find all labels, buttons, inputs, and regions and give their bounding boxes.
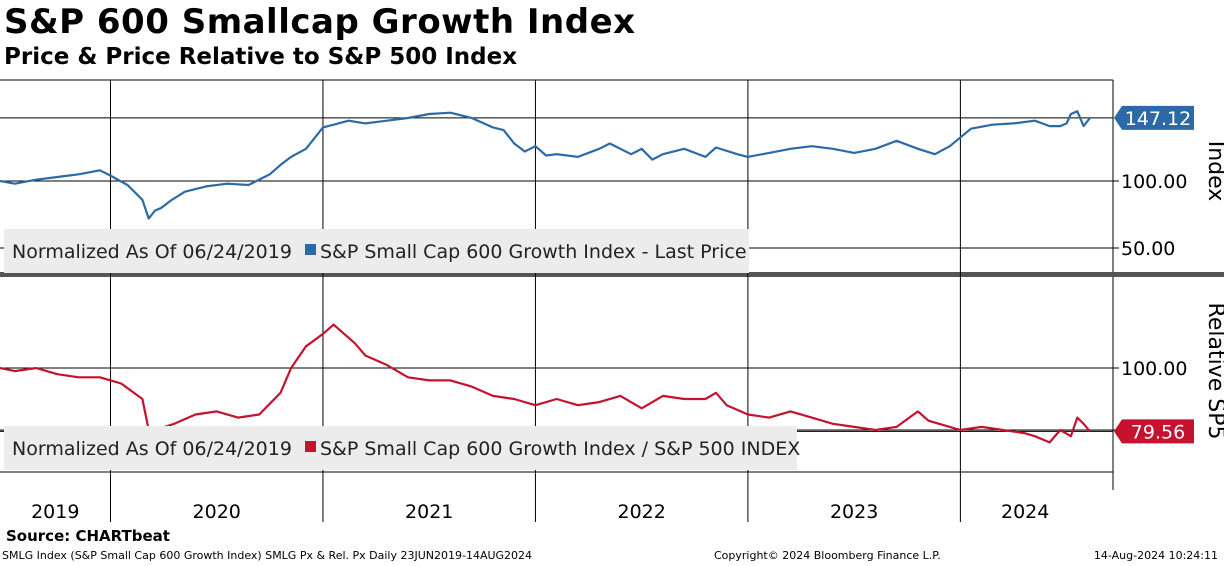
legend-box [4, 426, 797, 470]
x-tick-label-year: 2022 [617, 501, 665, 523]
last-value-label: 79.56 [1131, 421, 1185, 443]
footer-timestamp: 14-Aug-2024 10:24:11 [1093, 549, 1218, 562]
chart-title: S&P 600 Smallcap Growth Index [4, 2, 636, 42]
x-tick-label-year: 2023 [830, 501, 878, 523]
x-tick-label-year: 2021 [405, 501, 453, 523]
y-tick-label: 100.00 [1121, 171, 1187, 193]
footer-ticker-info: SMLG Index (S&P Small Cap 600 Growth Ind… [2, 549, 533, 562]
source-label: Source: CHARTbeat [6, 527, 170, 545]
footer-copyright: Copyright© 2024 Bloomberg Finance L.P. [714, 549, 941, 562]
last-value-label: 147.12 [1125, 108, 1191, 130]
panel-divider [0, 272, 1224, 277]
y-axis-title: Relative SP5 [1203, 303, 1224, 440]
x-tick-label-year: 2020 [193, 501, 241, 523]
legend-swatch [305, 244, 316, 255]
x-tick-label-year: 2024 [1001, 501, 1049, 523]
y-tick-label: 100.00 [1121, 358, 1187, 380]
legend-series-label: S&P Small Cap 600 Growth Index - Last Pr… [320, 241, 747, 263]
last-value-badge [1114, 419, 1194, 444]
chart-subtitle: Price & Price Relative to S&P 500 Index [4, 44, 518, 70]
legend-series-label: S&P Small Cap 600 Growth Index / S&P 500… [320, 438, 800, 460]
series-line [0, 323, 1091, 444]
x-tick-label-year: 2019 [31, 501, 79, 523]
y-axis-title: Index [1203, 141, 1224, 202]
y-tick-label: 50.00 [1121, 238, 1175, 260]
legend-normalized-note: Normalized As Of 06/24/2019 [12, 241, 292, 263]
legend-normalized-note: Normalized As Of 06/24/2019 [12, 438, 292, 460]
legend-box [4, 229, 749, 273]
last-value-badge [1114, 105, 1194, 130]
series-line [0, 110, 1091, 220]
legend-swatch [305, 441, 316, 452]
